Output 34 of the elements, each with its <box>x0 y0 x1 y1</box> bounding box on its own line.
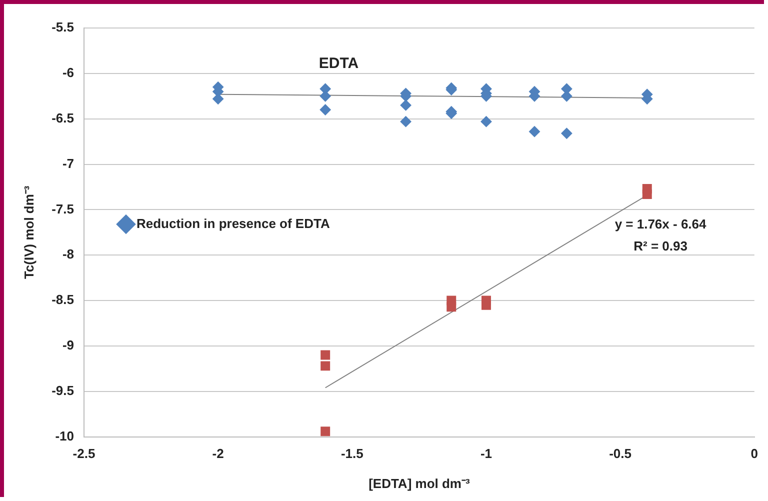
point <box>446 302 456 312</box>
x-tick-label: -2 <box>212 446 224 462</box>
y-tick-label: -10 <box>55 428 74 444</box>
y-tick-label: -5.5 <box>52 20 74 35</box>
y-tick-label: -8 <box>62 246 74 262</box>
y-tick-label: -9.5 <box>52 382 74 398</box>
y-tick-label: -9 <box>62 338 74 353</box>
point <box>320 361 330 371</box>
y-axis-title: Tc(IV) mol dm⁻³ <box>21 185 36 280</box>
y-tick-label: -6.5 <box>52 110 74 126</box>
point <box>320 104 331 116</box>
point <box>481 300 491 310</box>
point <box>320 350 330 360</box>
x-tick-label: -1.5 <box>340 446 364 462</box>
annotation: R² = 0.93 <box>634 238 688 254</box>
point <box>642 190 652 199</box>
annotation: y = 1.76x - 6.64 <box>614 216 708 232</box>
y-tick-label: -8.5 <box>52 292 74 308</box>
point <box>480 116 492 128</box>
point <box>400 116 412 128</box>
y-tick-label: -6 <box>62 65 74 80</box>
y-tick-label: -7 <box>62 156 74 171</box>
point <box>529 126 540 138</box>
x-tick-label: -2.5 <box>72 446 96 462</box>
x-tick-label: -1 <box>480 446 492 462</box>
point <box>320 426 330 436</box>
x-tick-label: -0.5 <box>609 446 632 462</box>
y-tick-label: -7.5 <box>52 201 74 216</box>
point <box>400 100 412 111</box>
x-axis-title: [EDTA] mol dm⁻³ <box>368 476 470 491</box>
legend-label: Reduction in presence of EDTA <box>136 216 330 231</box>
text: EDTA <box>318 55 359 72</box>
x-tick-label: 0 <box>750 446 758 462</box>
point <box>561 128 572 139</box>
